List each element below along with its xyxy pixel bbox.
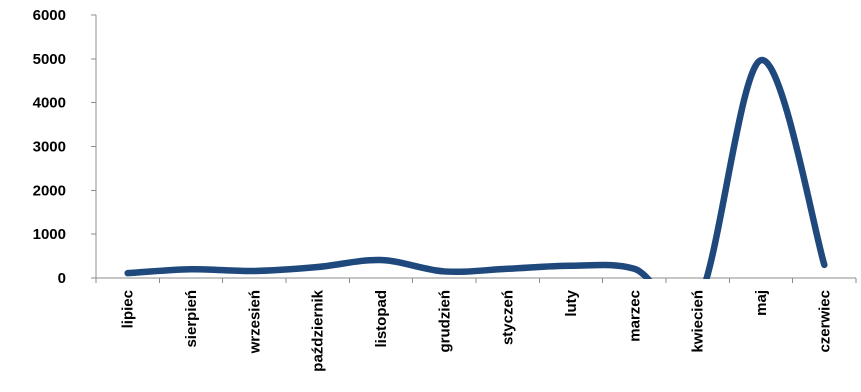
x-tick-label: wrzesień xyxy=(246,290,263,354)
y-tick-label: 3000 xyxy=(33,139,66,156)
y-tick-label: 0 xyxy=(58,270,66,287)
x-tick-label: styczeń xyxy=(500,290,517,345)
chart-axes xyxy=(95,15,856,279)
x-tick-label: czerwiec xyxy=(816,290,833,353)
y-axis-ticks: 0 1000 2000 3000 4000 5000 6000 xyxy=(33,7,96,287)
x-axis-ticks: lipiec sierpień wrzesień październik listopa… xyxy=(95,278,857,372)
x-tick-label: marzec xyxy=(626,290,643,342)
x-tick-label: październik xyxy=(310,289,327,371)
chart-series xyxy=(124,56,828,279)
y-tick-label: 4000 xyxy=(33,95,66,112)
x-tick-label: kwiecień xyxy=(690,290,707,353)
y-tick-label: 2000 xyxy=(33,182,66,199)
y-tick-label: 1000 xyxy=(33,226,66,243)
x-tick-label: sierpień xyxy=(183,290,200,348)
x-tick-label: maj xyxy=(753,290,770,316)
series-line xyxy=(124,56,828,279)
x-tick-label: lipiec xyxy=(120,290,137,328)
x-tick-label: listopad xyxy=(373,290,390,348)
y-tick-label: 6000 xyxy=(33,7,66,24)
y-tick-label: 5000 xyxy=(33,51,66,68)
x-tick-label: grudzień xyxy=(436,290,453,353)
x-tick-label: luty xyxy=(563,289,580,316)
